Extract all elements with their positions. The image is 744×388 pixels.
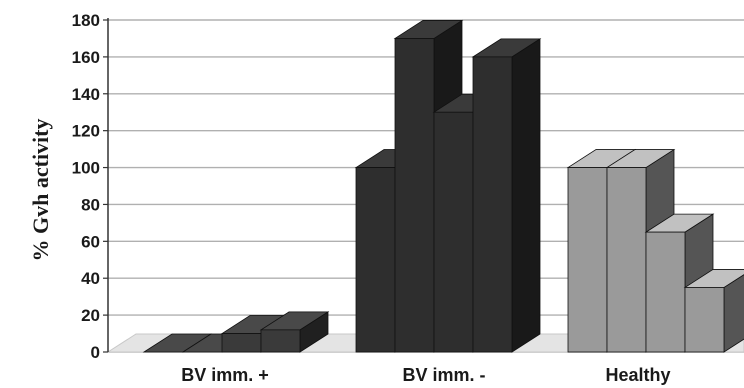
- bar-front: [394, 38, 435, 353]
- bar-front: [433, 111, 474, 353]
- y-tick-label: 140: [72, 85, 100, 104]
- y-tick-label: 40: [81, 269, 100, 288]
- bar: [259, 311, 330, 353]
- bar: [471, 38, 542, 353]
- category-label: Healthy: [605, 365, 670, 385]
- bar-front: [472, 56, 513, 353]
- y-tick-label: 20: [81, 306, 100, 325]
- bar-front: [355, 167, 396, 353]
- bar-front: [567, 167, 608, 353]
- y-tick-label: 120: [72, 122, 100, 141]
- category-label: BV imm. -: [402, 365, 485, 385]
- bar-front: [606, 167, 647, 353]
- bar-front: [645, 231, 686, 353]
- bar-front: [684, 287, 725, 353]
- x-axis: BV imm. + BV imm. - Healthy: [181, 365, 670, 385]
- y-tick-label: 160: [72, 48, 100, 67]
- bar-front: [221, 333, 262, 353]
- bars: [142, 19, 744, 353]
- category-label: BV imm. +: [181, 365, 269, 385]
- bar: [683, 269, 744, 353]
- y-tick-label: 180: [72, 11, 100, 30]
- y-tick-label: 0: [91, 343, 100, 362]
- y-axis: 0 20 40 60 80 100 120 140 160 180: [72, 11, 109, 362]
- y-tick-label: 60: [81, 232, 100, 251]
- bar-side: [511, 38, 541, 353]
- y-tick-label: 100: [72, 159, 100, 178]
- y-axis-label: % Gvh activity: [28, 119, 53, 262]
- y-tick-label: 80: [81, 195, 100, 214]
- bar-front: [260, 329, 301, 353]
